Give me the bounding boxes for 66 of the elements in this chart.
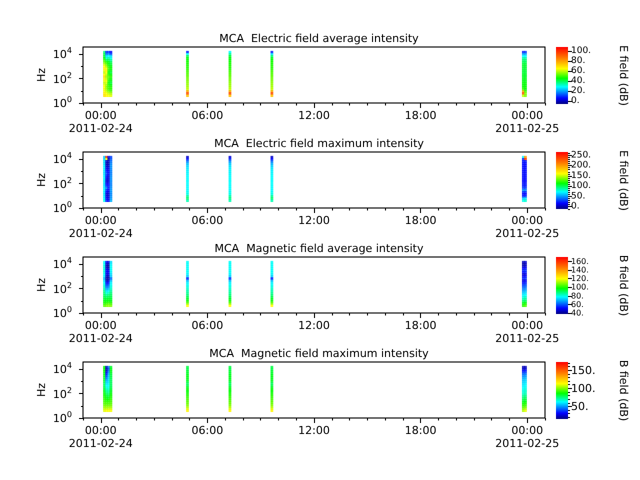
color-bar-title: E field (dB): [617, 150, 630, 211]
y-tick-label: 10$^{0}$: [52, 200, 72, 215]
x-tick-label: 00:00 2011-02-25: [495, 424, 560, 450]
color-bar-label: 250.: [571, 150, 592, 160]
color-bar-label: 160.: [571, 256, 589, 266]
y-axis-title: Hz: [35, 382, 48, 398]
chart-title: MCA Magnetic field maximum intensity: [209, 347, 430, 360]
color-bar-title: E field (dB): [617, 45, 630, 106]
color-bar-label: 150.: [571, 170, 592, 181]
color-bar-label: 150.: [571, 364, 596, 377]
color-bar-label: 100.: [571, 46, 592, 56]
x-tick-label: 00:00 2011-02-24: [68, 424, 133, 450]
x-tick-label: 00:00 2011-02-25: [495, 109, 560, 135]
y-tick-label: 10$^{2}$: [52, 70, 72, 86]
x-tick-label: 18:00: [404, 109, 436, 122]
color-bar-label: 120.: [571, 274, 589, 284]
color-bar-label: 0.: [571, 202, 580, 212]
chart-title: MCA Electric field maximum intensity: [214, 137, 424, 150]
y-axis-title: Hz: [35, 278, 48, 292]
x-tick-label: 00:00 2011-02-25: [495, 214, 560, 240]
y-tick-label: 10$^{2}$: [52, 280, 72, 296]
x-tick-label: 18:00: [404, 424, 436, 437]
x-tick-label: 06:00: [192, 319, 224, 332]
y-tick-label: 10$^{2}$: [52, 386, 72, 401]
color-bar-label: 80.: [571, 56, 586, 66]
color-bar-label: 80.: [571, 291, 584, 300]
y-tick-label: 10$^{4}$: [52, 46, 72, 62]
y-tick-label: 10$^{4}$: [52, 361, 72, 376]
x-tick-label: 06:00: [192, 214, 224, 227]
x-tick-label: 12:00: [298, 214, 330, 227]
x-tick-label: 18:00: [404, 319, 436, 332]
color-bar-label: 50.: [571, 191, 586, 202]
color-bar-label: 60.: [571, 66, 586, 76]
color-bar-label: 100.: [571, 382, 596, 395]
color-bar-title: B field (dB): [617, 360, 630, 422]
y-tick-label: 10$^{4}$: [52, 151, 72, 166]
color-bar-label: 60.: [571, 300, 584, 309]
color-bar-title: B field (dB): [617, 254, 630, 316]
color-bar-label: 100.: [571, 181, 592, 192]
x-tick-label: 00:00 2011-02-24: [68, 319, 133, 345]
y-tick-label: 10$^{0}$: [52, 305, 72, 320]
color-bar-label: 0.: [571, 96, 580, 106]
x-tick-label: 06:00: [192, 109, 224, 122]
color-bar-label: 50.: [571, 400, 588, 413]
chart-title: MCA Magnetic field average intensity: [214, 242, 424, 255]
y-tick-label: 10$^{0}$: [52, 95, 72, 110]
color-bar-label: 200.: [571, 160, 592, 171]
color-bar-label: 40.: [571, 76, 586, 86]
y-tick-label: 10$^{2}$: [52, 176, 72, 191]
y-tick-label: 10$^{0}$: [52, 410, 72, 425]
chart-title: MCA Electric field average intensity: [219, 32, 420, 45]
x-tick-label: 00:00 2011-02-25: [495, 319, 560, 345]
color-bar-label: 40.: [571, 308, 584, 318]
color-bar-label: 100.: [571, 282, 589, 292]
color-bar-label: 20.: [571, 86, 586, 96]
color-bar-label: 140.: [571, 265, 589, 274]
x-tick-label: 00:00 2011-02-24: [68, 109, 133, 135]
x-tick-label: 18:00: [404, 214, 436, 227]
x-tick-label: 00:00 2011-02-24: [68, 214, 133, 240]
y-axis-title: Hz: [35, 68, 48, 82]
x-tick-label: 06:00: [192, 424, 224, 437]
x-tick-label: 12:00: [298, 109, 330, 122]
y-tick-label: 10$^{4}$: [52, 256, 72, 272]
y-axis-title: Hz: [35, 172, 48, 188]
x-tick-label: 12:00: [298, 319, 330, 332]
x-tick-label: 12:00: [298, 424, 330, 437]
